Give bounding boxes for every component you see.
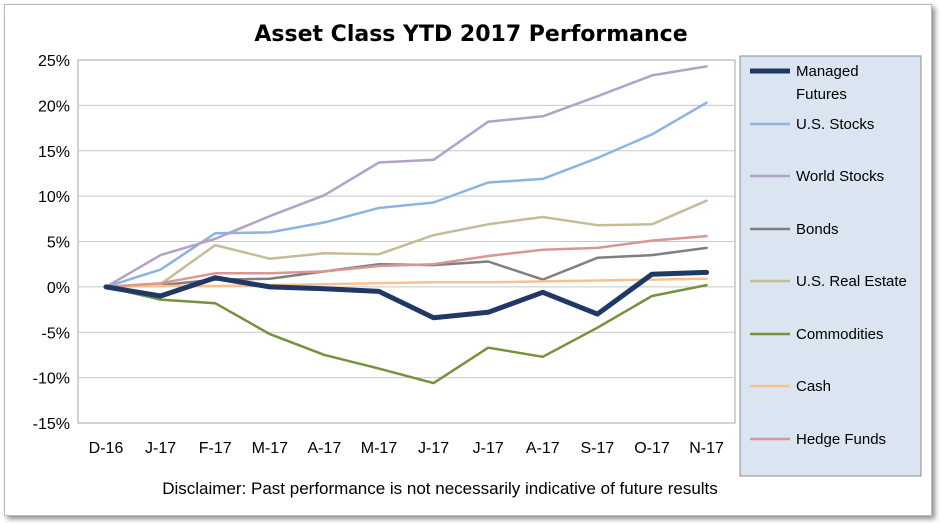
- y-tick-label: 25%: [38, 53, 70, 70]
- x-tick-label: S-17: [581, 440, 615, 457]
- y-tick-label: 20%: [38, 98, 70, 115]
- y-tick-label: 15%: [38, 144, 70, 161]
- y-tick-label: 10%: [38, 189, 70, 206]
- disclaimer-text: Disclaimer: Past performance is not nece…: [162, 479, 718, 498]
- series-lines: [103, 65, 710, 385]
- series-line-u-s-real-estate: [104, 199, 708, 289]
- x-tick-label: O-17: [634, 440, 670, 457]
- x-tick-label: J-17: [418, 440, 449, 457]
- series-line-commodities: [104, 283, 708, 385]
- series-line-managed-futures: [103, 269, 710, 321]
- x-axis-ticks: D-16 J-17 F-17 M-17 A-17 M-17 J-17 J-17 A-17 S-17…: [89, 440, 724, 457]
- series-line-world-stocks: [104, 65, 708, 289]
- legend-label: Cash: [796, 378, 831, 395]
- legend-label: Commodities: [796, 326, 884, 343]
- series-line-cash: [104, 277, 708, 289]
- legend-label: U.S. Real Estate: [796, 273, 907, 290]
- y-tick-label: -5%: [42, 325, 70, 342]
- y-tick-label: 5%: [47, 235, 70, 252]
- chart-title: Asset Class YTD 2017 Performance: [254, 22, 687, 47]
- x-tick-label: J-17: [145, 440, 176, 457]
- legend-items: Managed Futures U.S. Stocks World Stocks Bon…: [750, 63, 907, 448]
- x-tick-label: F-17: [199, 440, 232, 457]
- x-tick-label: M-17: [361, 440, 398, 457]
- x-tick-label: J-17: [473, 440, 504, 457]
- legend-label: Bonds: [796, 221, 839, 238]
- y-tick-label: 0%: [47, 280, 70, 297]
- series-line-hedge-funds: [104, 234, 708, 289]
- x-tick-label: M-17: [252, 440, 289, 457]
- legend-label: World Stocks: [796, 168, 884, 185]
- legend-label: Hedge Funds: [796, 431, 886, 448]
- legend-label: Managed: [796, 63, 859, 80]
- x-tick-label: A-17: [308, 440, 342, 457]
- y-tick-label: -15%: [33, 416, 70, 433]
- legend: [739, 55, 922, 477]
- legend-label: U.S. Stocks: [796, 116, 874, 133]
- legend-label: Futures: [796, 86, 847, 103]
- x-tick-label: A-17: [526, 440, 560, 457]
- x-tick-label: N-17: [689, 440, 724, 457]
- x-tick-label: D-16: [89, 440, 124, 457]
- series-line-u-s-stocks: [104, 101, 708, 289]
- y-tick-label: -10%: [33, 371, 70, 388]
- y-axis-ticks: 25% 20% 15% 10% 5% 0% -5% -10% -15%: [33, 53, 70, 433]
